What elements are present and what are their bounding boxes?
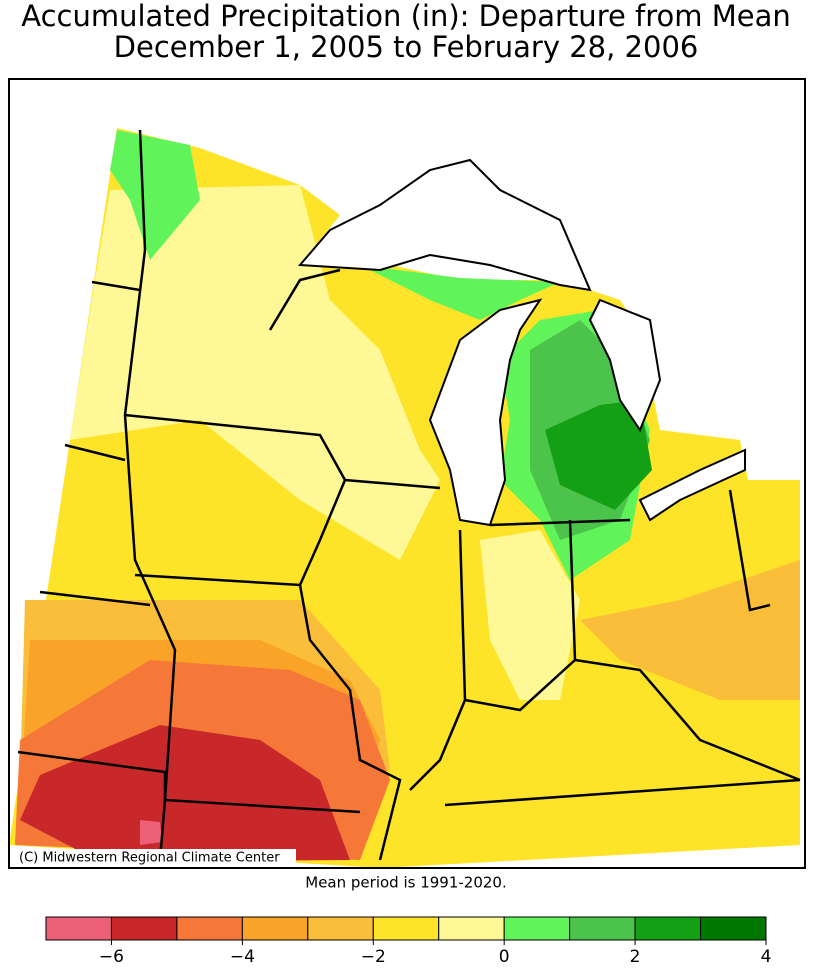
legend-bin (700, 916, 767, 941)
legend-bin (634, 916, 702, 941)
state-borders (17, 129, 801, 861)
region (140, 820, 162, 845)
credit: (C) Midwestern Regional Climate Center (19, 851, 280, 866)
legend-tick-label: 0 (499, 947, 510, 967)
legend-bin (569, 916, 636, 941)
legend-tick-label: 4 (761, 947, 772, 967)
legend-bin (307, 916, 374, 941)
legend-tick-label: −4 (230, 947, 255, 967)
lake-michigan (428, 298, 543, 527)
region (110, 130, 200, 260)
map-title: Accumulated Precipitation (in): Departur… (21, 0, 791, 33)
legend-tick-label: −6 (99, 947, 124, 967)
legend-bin (503, 916, 571, 941)
region (20, 725, 350, 862)
map-subtitle: December 1, 2005 to February 28, 2006 (114, 30, 699, 64)
legend-bin (438, 916, 505, 941)
map: (C) Midwestern Regional Climate Center (8, 78, 806, 869)
region (480, 530, 580, 700)
legend-bin (45, 916, 112, 941)
lake-superior (297, 158, 592, 292)
legend-bin (372, 916, 440, 941)
region (70, 185, 440, 560)
legend-tick-label: −2 (361, 947, 386, 967)
lake-erie (638, 448, 746, 522)
region (360, 265, 560, 320)
map-frame (8, 78, 806, 869)
mean-period-note: Mean period is 1991-2020. (305, 874, 506, 892)
legend-bin (241, 916, 309, 941)
color-legend: −6 −4 −2 0 2 4 (45, 916, 772, 967)
legend-bin (176, 916, 243, 941)
legend-tick-label: 2 (630, 947, 641, 967)
credit-box (14, 849, 296, 867)
region (580, 560, 800, 700)
region (545, 400, 652, 510)
legend-bin (110, 916, 178, 941)
lake-huron (588, 298, 662, 433)
